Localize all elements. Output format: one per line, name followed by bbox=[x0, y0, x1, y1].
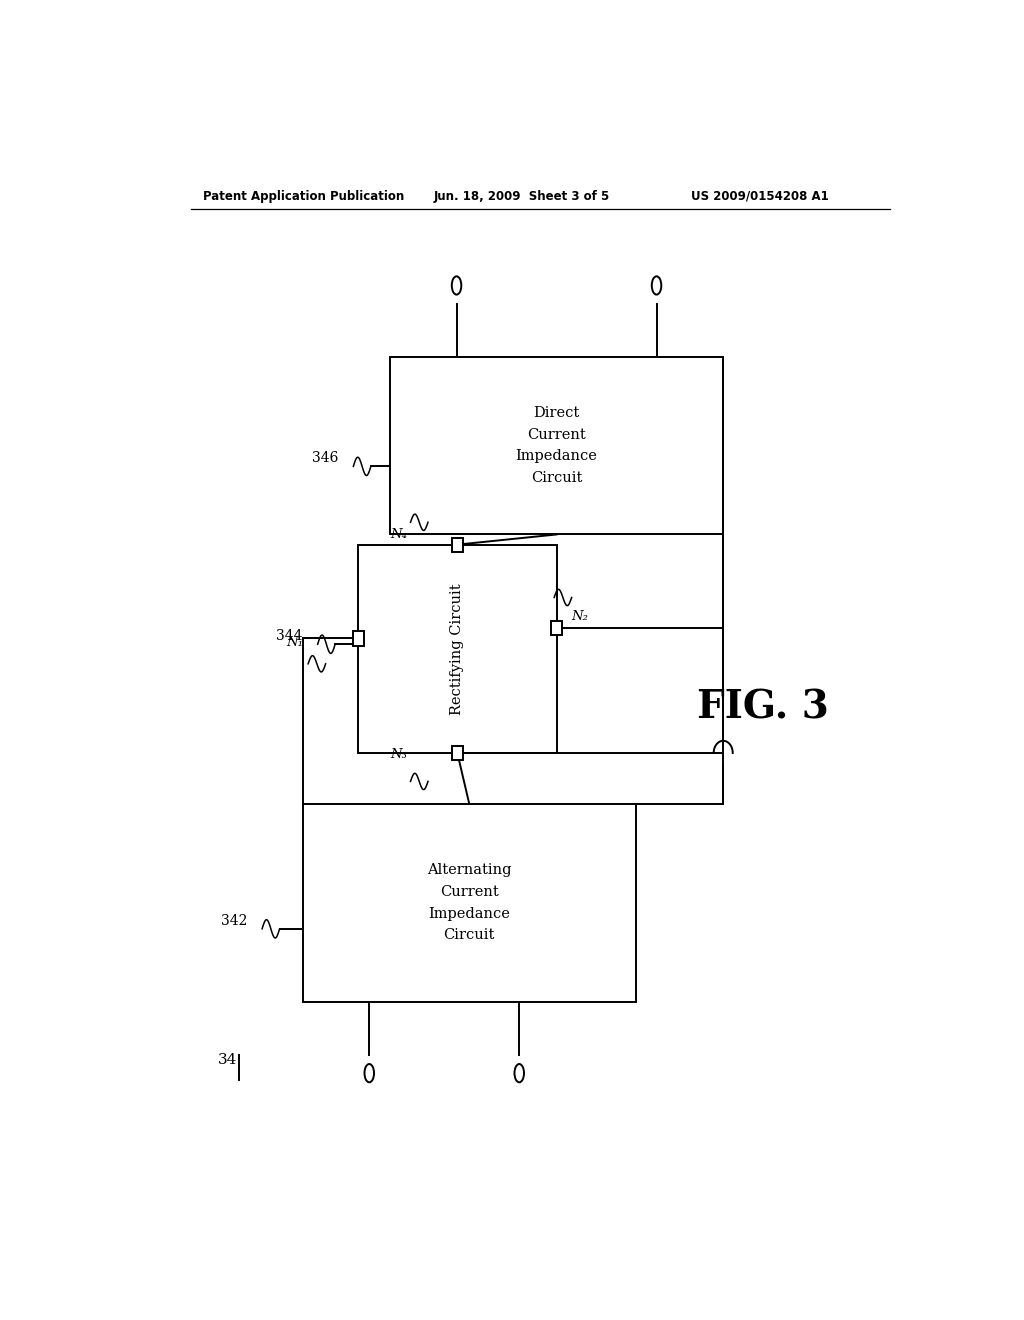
Text: N₂: N₂ bbox=[570, 610, 588, 623]
Bar bbox=[452, 746, 463, 760]
Ellipse shape bbox=[452, 276, 461, 294]
Ellipse shape bbox=[651, 276, 662, 294]
Text: N₃: N₃ bbox=[390, 748, 407, 762]
Bar bbox=[551, 620, 562, 635]
Bar bbox=[303, 804, 636, 1002]
Text: Direct
Current
Impedance
Circuit: Direct Current Impedance Circuit bbox=[516, 407, 597, 484]
Text: Jun. 18, 2009  Sheet 3 of 5: Jun. 18, 2009 Sheet 3 of 5 bbox=[433, 190, 609, 202]
Text: Alternating
Current
Impedance
Circuit: Alternating Current Impedance Circuit bbox=[427, 863, 512, 942]
Text: 342: 342 bbox=[220, 913, 247, 928]
Text: N₁: N₁ bbox=[287, 635, 304, 648]
Bar bbox=[358, 545, 557, 752]
Text: FIG. 3: FIG. 3 bbox=[697, 688, 828, 726]
Text: Patent Application Publication: Patent Application Publication bbox=[204, 190, 404, 202]
Ellipse shape bbox=[514, 1064, 524, 1082]
Bar bbox=[352, 631, 364, 645]
Bar bbox=[452, 537, 463, 552]
Ellipse shape bbox=[365, 1064, 374, 1082]
Text: 344: 344 bbox=[276, 630, 303, 643]
Bar bbox=[390, 356, 723, 535]
Text: US 2009/0154208 A1: US 2009/0154208 A1 bbox=[691, 190, 829, 202]
Text: Rectifying Circuit: Rectifying Circuit bbox=[451, 583, 464, 714]
Text: N₄: N₄ bbox=[390, 528, 407, 541]
Text: 346: 346 bbox=[312, 451, 338, 465]
Text: 34: 34 bbox=[217, 1053, 237, 1067]
